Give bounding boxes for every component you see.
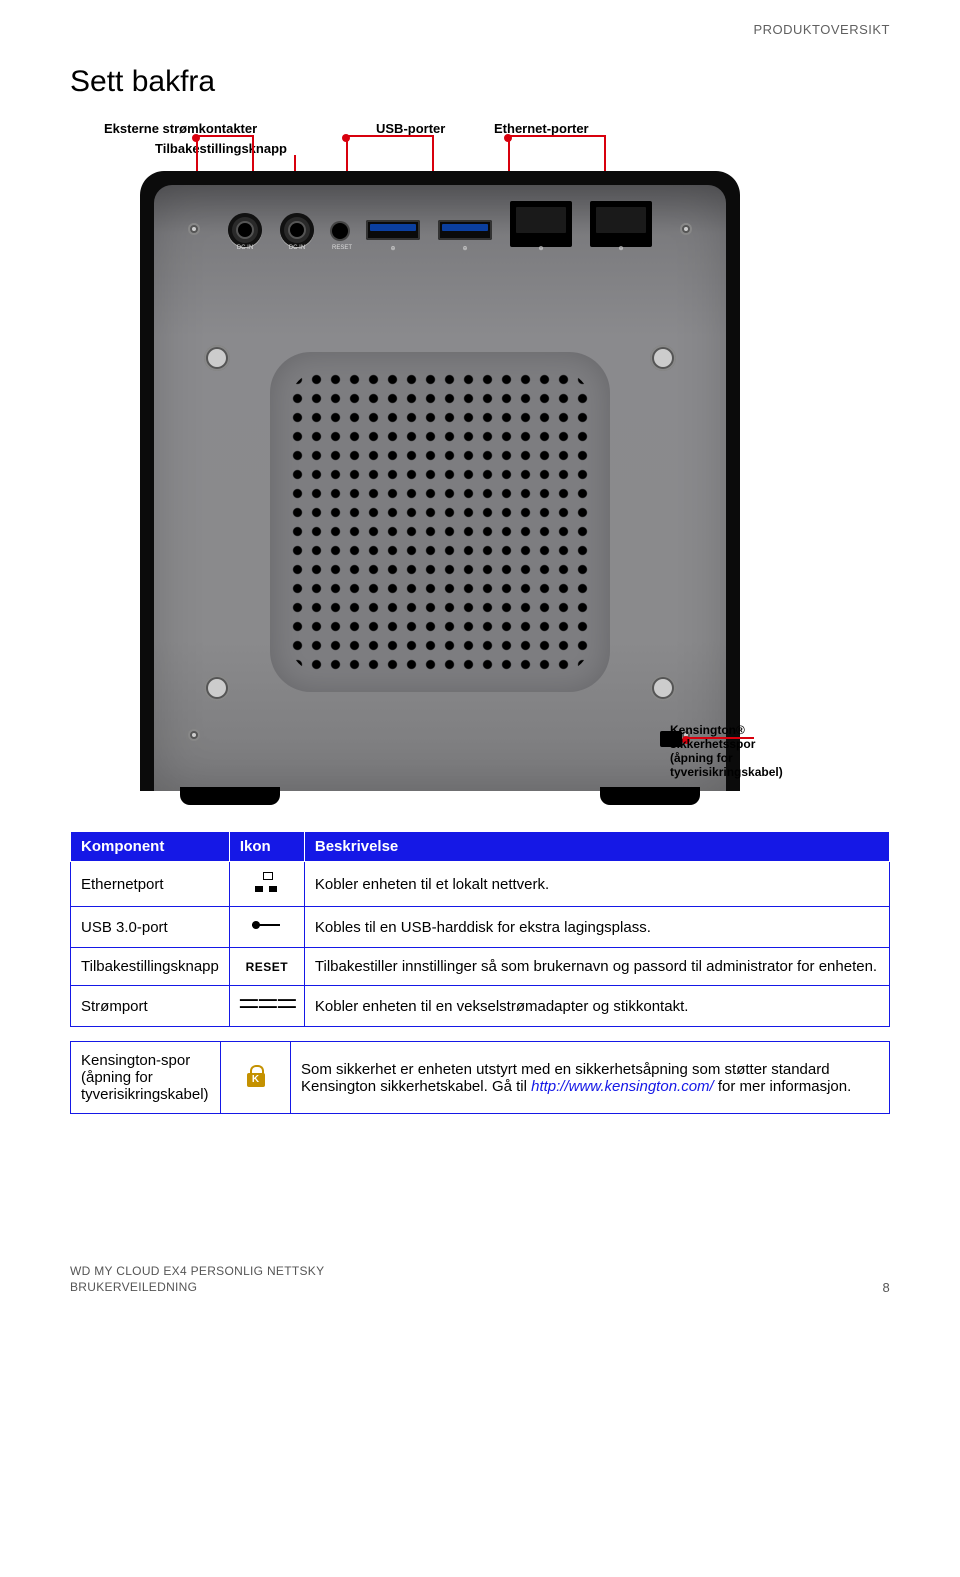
kens-line4: tyverisikringskabel) — [670, 765, 840, 779]
cell-icon: — — —— — — — [229, 986, 304, 1027]
device-foot — [600, 787, 700, 805]
kensington-link[interactable]: http://www.kensington.com/ — [531, 1078, 714, 1095]
table-row: Tilbakestillingsknapp RESET Tilbakestill… — [71, 948, 890, 986]
sublabel-reset: RESET — [332, 245, 348, 252]
screw-icon — [650, 345, 676, 371]
screw-icon — [204, 345, 230, 371]
table-row: Strømport — — —— — — Kobler enheten til … — [71, 986, 890, 1027]
table-row: USB 3.0-port Kobles til en USB-harddisk … — [71, 907, 890, 948]
cell-desc: Tilbakestiller innstillinger så som bruk… — [304, 948, 889, 986]
callout-bracket — [196, 135, 252, 137]
cell-comp: Tilbakestillingsknapp — [71, 948, 230, 986]
dc-jack-icon — [228, 213, 262, 247]
screw-icon — [188, 223, 200, 235]
cell-desc: Som sikkerhet er enheten utstyrt med en … — [291, 1042, 890, 1114]
th-ikon: Ikon — [229, 832, 304, 862]
kens-line1: Kensington® — [670, 723, 840, 737]
usb-icon — [252, 917, 282, 933]
th-komponent: Komponent — [71, 832, 230, 862]
ethernet-icon — [255, 872, 279, 892]
reset-text-icon: RESET — [246, 960, 289, 974]
cell-icon: RESET — [229, 948, 304, 986]
sublabel-usb: ⊕ — [438, 245, 492, 252]
sublabel-usb: ⊕ — [366, 245, 420, 252]
table-row: Ethernetport Kobler enheten til et lokal… — [71, 862, 890, 907]
usb-port-icon — [366, 220, 420, 240]
usb-port-icon — [438, 220, 492, 240]
vent-grille-icon — [270, 352, 610, 692]
th-beskrivelse: Beskrivelse — [304, 832, 889, 862]
cell-icon — [229, 862, 304, 907]
screw-icon — [204, 675, 230, 701]
ethernet-port-icon — [510, 201, 572, 247]
callout-bracket — [508, 135, 604, 137]
sublabel-dc: DC IN — [228, 245, 262, 252]
label-eksterne: Eksterne strømkontakter — [104, 121, 257, 136]
dc-jack-icon — [280, 213, 314, 247]
screw-icon — [650, 675, 676, 701]
cell-desc: Kobler enheten til et lokalt nettverk. — [304, 862, 889, 907]
label-tilbakestill: Tilbakestillingsknapp — [155, 141, 287, 156]
power-icon: — — —— — — — [240, 996, 294, 1010]
ethernet-port-icon — [590, 201, 652, 247]
device-face: DC IN DC IN RESET ⊕ ⊕ ⊕ ⊕ — [154, 185, 726, 791]
cell-desc: Kobler enheten til en vekselstrømadapter… — [304, 986, 889, 1027]
screw-icon — [680, 223, 692, 235]
cell-icon — [221, 1042, 291, 1114]
callout-bracket — [346, 135, 432, 137]
sublabel-eth: ⊕ — [510, 245, 572, 252]
page-footer: WD MY CLOUD EX4 PERSONLIG NETTSKY BRUKER… — [70, 1264, 890, 1295]
kens-line2: sikkerhetsspor — [670, 737, 840, 751]
cell-desc: Kobles til en USB-harddisk for ekstra la… — [304, 907, 889, 948]
label-kensington: Kensington® sikkerhetsspor (åpning for t… — [670, 723, 840, 779]
cell-comp: USB 3.0-port — [71, 907, 230, 948]
page-number: 8 — [882, 1280, 890, 1295]
cell-comp: Strømport — [71, 986, 230, 1027]
table-row: Kensington-spor (åpning for tyverisikrin… — [71, 1042, 890, 1114]
lock-icon — [247, 1065, 265, 1087]
port-sublabels: DC IN DC IN RESET ⊕ ⊕ ⊕ ⊕ — [154, 245, 726, 252]
device-diagram: Eksterne strømkontakter Tilbakestillings… — [100, 121, 860, 791]
sublabel-dc: DC IN — [280, 245, 314, 252]
kens-line3: (åpning for — [670, 751, 840, 765]
cell-icon — [229, 907, 304, 948]
footer-line1: WD MY CLOUD EX4 PERSONLIG NETTSKY — [70, 1264, 324, 1280]
reset-hole-icon — [332, 223, 348, 239]
components-table-2: Kensington-spor (åpning for tyverisikrin… — [70, 1041, 890, 1114]
page-title: Sett bakfra — [70, 65, 890, 99]
screw-icon — [188, 729, 200, 741]
cell-comp: Ethernetport — [71, 862, 230, 907]
desc-suffix: for mer informasjon. — [714, 1078, 852, 1095]
device-foot — [180, 787, 280, 805]
page-header-section: PRODUKTOVERSIKT — [70, 0, 890, 37]
cell-comp: Kensington-spor (åpning for tyverisikrin… — [71, 1042, 221, 1114]
sublabel-eth: ⊕ — [590, 245, 652, 252]
label-usb: USB-porter — [376, 121, 445, 136]
footer-line2: BRUKERVEILEDNING — [70, 1280, 324, 1296]
components-table: Komponent Ikon Beskrivelse Ethernetport … — [70, 831, 890, 1027]
device-rear-panel: DC IN DC IN RESET ⊕ ⊕ ⊕ ⊕ — [140, 171, 740, 791]
